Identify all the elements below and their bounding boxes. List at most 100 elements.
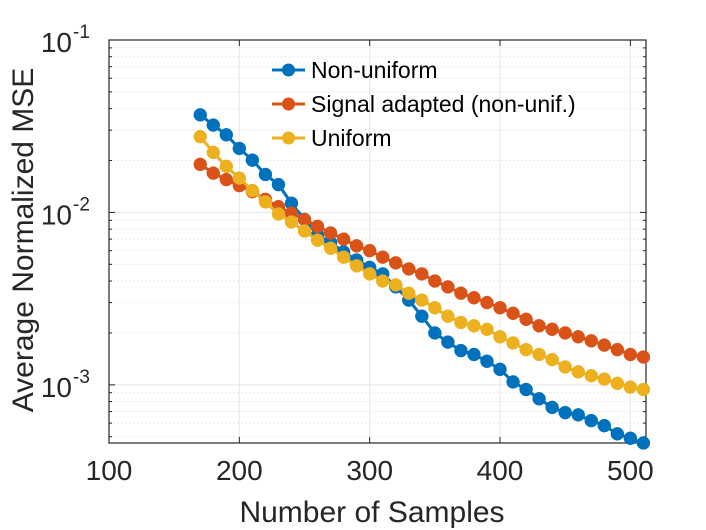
data-point	[206, 166, 221, 180]
data-point	[480, 295, 494, 310]
data-point	[480, 354, 494, 369]
data-point	[219, 128, 234, 142]
data-point	[454, 286, 468, 300]
x-tick-label: 300	[346, 455, 393, 486]
data-point	[245, 183, 260, 198]
data-point	[415, 293, 429, 307]
data-point	[597, 338, 612, 352]
data-point	[415, 267, 429, 281]
data-point	[467, 347, 481, 362]
data-point	[219, 172, 234, 187]
data-point	[193, 129, 207, 144]
data-point	[388, 256, 403, 270]
data-point	[597, 418, 612, 433]
data-point	[441, 280, 455, 294]
data-point	[584, 413, 599, 428]
data-point	[349, 259, 364, 273]
data-point	[636, 382, 651, 397]
data-point	[623, 380, 638, 394]
axes	[108, 39, 647, 444]
series-layer	[193, 108, 651, 450]
data-point	[323, 241, 338, 255]
legend-entry-2: Uniform	[272, 125, 392, 151]
y-tick-label-exponent: -2	[73, 194, 90, 215]
y-axis-label: Average Normalized MSE	[7, 68, 40, 413]
data-point	[636, 350, 651, 364]
data-point	[532, 392, 546, 406]
data-point	[493, 300, 507, 315]
data-point	[206, 145, 221, 160]
x-tick-label: 200	[216, 455, 263, 486]
data-point	[441, 335, 455, 349]
data-point	[519, 312, 533, 327]
data-point	[610, 376, 625, 391]
legend-entry-1: Signal adapted (non-unif.)	[272, 91, 576, 117]
data-point	[310, 219, 325, 234]
legend-swatch-marker	[282, 131, 295, 145]
data-point	[362, 243, 377, 258]
data-point	[388, 278, 403, 292]
data-point	[506, 375, 520, 389]
legend-entry-0: Non-uniform	[272, 57, 438, 83]
legend-swatch-marker	[282, 63, 295, 77]
data-point	[271, 207, 286, 221]
data-point	[232, 171, 247, 185]
data-point	[610, 427, 625, 441]
data-point	[519, 382, 533, 397]
data-point	[545, 322, 559, 337]
y-tick-label-base: 10	[41, 372, 72, 403]
data-point	[193, 108, 207, 122]
data-point	[506, 306, 520, 321]
data-point	[349, 239, 364, 253]
data-point	[310, 233, 325, 247]
data-point	[532, 319, 546, 333]
y-tick-label-exponent: -3	[73, 367, 90, 388]
data-point	[428, 326, 442, 340]
data-point	[362, 267, 377, 281]
data-point	[232, 141, 247, 156]
data-point	[493, 362, 507, 377]
legend-label: Non-uniform	[311, 57, 438, 83]
data-point	[558, 326, 572, 340]
legend: Non-uniform Signal adapted (non-unif.) Uni…	[272, 57, 576, 151]
data-point	[297, 224, 312, 238]
data-point	[571, 408, 585, 422]
x-tick-label: 500	[607, 455, 654, 486]
legend-label: Uniform	[311, 125, 392, 151]
data-point	[415, 309, 429, 323]
data-point	[454, 315, 468, 330]
data-point	[623, 347, 638, 362]
x-tick-label: 400	[477, 455, 524, 486]
data-point	[584, 334, 599, 348]
axes-box	[108, 39, 647, 444]
plot-area-background	[109, 40, 646, 443]
data-point	[428, 274, 442, 288]
data-point	[532, 347, 546, 362]
legend-swatch-marker	[282, 97, 295, 111]
data-point	[297, 212, 312, 227]
data-point	[558, 405, 572, 420]
data-point	[336, 232, 351, 246]
data-point	[258, 167, 273, 182]
data-point	[597, 372, 612, 386]
data-point	[193, 157, 207, 172]
data-point	[336, 250, 351, 264]
data-point	[375, 250, 390, 264]
data-point	[636, 436, 651, 450]
data-point	[245, 153, 260, 167]
data-point	[571, 365, 585, 379]
data-point	[375, 274, 390, 288]
data-point	[258, 195, 273, 209]
series-2	[193, 129, 651, 397]
data-point	[428, 300, 442, 315]
data-point	[441, 309, 455, 323]
data-point	[623, 431, 638, 446]
data-point	[519, 342, 533, 357]
y-tick-label-base: 10	[41, 27, 72, 58]
data-point	[219, 159, 234, 174]
data-point	[467, 291, 481, 305]
legend-label: Signal adapted (non-unif.)	[311, 91, 576, 117]
data-point	[271, 177, 286, 192]
data-point	[610, 342, 625, 357]
